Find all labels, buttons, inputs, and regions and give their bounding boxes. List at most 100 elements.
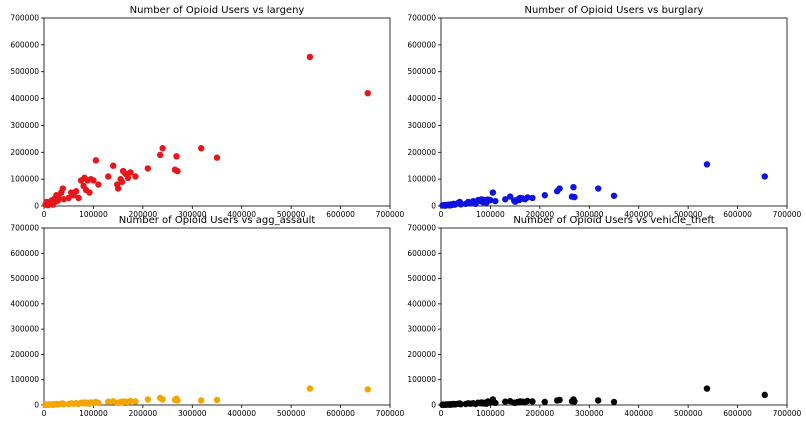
- data-point: [95, 399, 102, 407]
- data-point: [197, 397, 205, 404]
- data-point: [507, 193, 514, 200]
- chart-title: Number of Opioid Users vs vehicle_theft: [513, 215, 714, 226]
- data-point: [60, 401, 67, 408]
- scatter-series: [439, 161, 768, 209]
- data-point: [529, 398, 536, 405]
- data-point: [72, 188, 80, 195]
- y-tick-label: 0: [34, 202, 39, 211]
- y-tick-label: 400000: [407, 94, 436, 103]
- data-point: [144, 165, 151, 172]
- x-tick-label: 300000: [575, 409, 604, 418]
- x-tick-label: 200000: [129, 210, 158, 219]
- data-point: [502, 196, 509, 203]
- x-tick-label: 100000: [476, 210, 505, 219]
- data-point: [173, 153, 180, 160]
- plot-frame: [43, 227, 391, 406]
- y-tick-label: 100000: [407, 175, 436, 184]
- y-tick-label: 400000: [10, 299, 39, 308]
- y-tick-label: 400000: [407, 299, 436, 308]
- x-tick-label: 200000: [526, 409, 555, 418]
- x-tick-label: 0: [439, 210, 444, 219]
- chart-panel-1: Number of Opioid Users vs largeny 0 100000…: [10, 5, 404, 219]
- chart-panel-2: Number of Opioid Users vs burglary 0 10000…: [407, 5, 801, 219]
- chart-panel-4: Number of Opioid Users vs vehicle_theft 0…: [407, 215, 801, 418]
- data-point: [156, 151, 164, 159]
- data-point: [364, 386, 371, 393]
- x-tick-label: 700000: [376, 210, 405, 219]
- y-tick-label: 300000: [407, 325, 436, 334]
- x-tick-label: 100000: [79, 210, 108, 219]
- y-tick-label: 200000: [10, 148, 39, 157]
- x-tick-label: 700000: [773, 210, 802, 219]
- data-point: [761, 391, 768, 399]
- data-point: [524, 397, 531, 405]
- data-point: [306, 385, 314, 392]
- data-point: [610, 192, 618, 199]
- x-tick-label: 700000: [773, 409, 802, 418]
- data-point: [127, 397, 134, 405]
- data-point: [306, 53, 314, 61]
- data-point: [487, 196, 494, 204]
- x-tick-label: 200000: [526, 210, 555, 219]
- data-point: [55, 194, 63, 202]
- x-tick-label: 400000: [227, 409, 256, 418]
- chart-title: Number of Opioid Users vs largeny: [130, 5, 305, 16]
- data-point: [703, 385, 711, 392]
- x-tick-label: 500000: [277, 409, 306, 418]
- x-tick-label: 200000: [129, 409, 158, 418]
- y-tick-label: 400000: [10, 94, 39, 103]
- data-point: [213, 154, 221, 161]
- y-tick-label: 700000: [10, 224, 39, 233]
- y-tick-label: 500000: [10, 67, 39, 76]
- data-point: [110, 162, 117, 169]
- data-point: [60, 196, 67, 203]
- data-point: [105, 173, 112, 180]
- y-tick-label: 700000: [10, 14, 39, 23]
- x-tick-label: 500000: [674, 409, 703, 418]
- x-tick-label: 500000: [674, 210, 703, 219]
- data-point: [124, 174, 132, 181]
- data-point: [114, 185, 122, 192]
- x-tick-label: 600000: [326, 210, 355, 219]
- data-point: [65, 194, 72, 202]
- chart-panel-3: Number of Opioid Users vs agg_assault 0 10…: [10, 215, 404, 418]
- x-tick-label: 300000: [575, 210, 604, 219]
- y-tick-label: 500000: [407, 274, 436, 283]
- y-tick-label: 600000: [10, 40, 39, 49]
- x-tick-label: 300000: [178, 409, 207, 418]
- data-point: [541, 398, 548, 406]
- data-point: [92, 157, 100, 164]
- data-point: [174, 167, 181, 175]
- x-tick-label: 300000: [178, 210, 207, 219]
- data-point: [610, 398, 618, 406]
- data-point: [594, 185, 602, 192]
- y-tick-label: 100000: [407, 375, 436, 384]
- data-point: [594, 397, 602, 404]
- x-tick-label: 0: [42, 210, 47, 219]
- y-tick-label: 200000: [407, 148, 436, 157]
- x-tick-label: 0: [42, 409, 47, 418]
- data-point: [118, 178, 126, 186]
- data-point: [570, 184, 577, 191]
- y-tick-label: 600000: [10, 249, 39, 258]
- x-tick-label: 100000: [476, 409, 505, 418]
- data-point: [524, 194, 531, 201]
- x-tick-label: 100000: [79, 409, 108, 418]
- y-tick-label: 300000: [407, 121, 436, 130]
- scatter-series: [439, 385, 768, 408]
- data-point: [556, 396, 563, 404]
- plot-frame: [43, 17, 391, 207]
- data-point: [59, 185, 66, 192]
- x-tick-label: 0: [439, 409, 444, 418]
- data-point: [159, 145, 166, 152]
- data-point: [159, 396, 166, 403]
- y-tick-label: 0: [431, 202, 436, 211]
- y-tick-label: 0: [431, 401, 436, 410]
- y-tick-label: 500000: [407, 67, 436, 76]
- data-point: [556, 185, 563, 192]
- x-tick-label: 600000: [723, 210, 752, 219]
- data-point: [197, 145, 205, 152]
- data-point: [492, 197, 499, 205]
- data-point: [489, 189, 497, 196]
- data-point: [502, 398, 509, 405]
